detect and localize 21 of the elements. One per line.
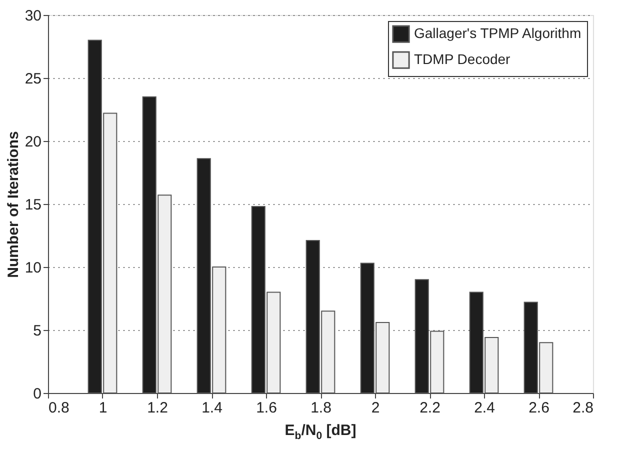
y-tick-label: 0 xyxy=(33,386,42,402)
y-axis-title: Number of Iterations xyxy=(4,131,22,278)
x-tick-label: 1 xyxy=(98,400,108,416)
y-tick-label: 20 xyxy=(24,134,42,150)
x-tick-label: 2.6 xyxy=(528,400,550,416)
x-tick-label: 1.8 xyxy=(310,400,332,416)
x-tick-label: 0.8 xyxy=(48,400,70,416)
y-tick-label: 5 xyxy=(33,322,42,340)
x-tick-label: 1.6 xyxy=(256,400,277,416)
legend-label: Gallager's TPMP Algorithm xyxy=(414,25,582,41)
y-tick-label: 25 xyxy=(24,70,42,88)
x-tick-label: 1.2 xyxy=(147,400,168,416)
y-tick-label: 10 xyxy=(24,260,42,276)
x-tick-label: 2 xyxy=(371,400,380,416)
x-tick-label: 2.2 xyxy=(420,400,440,416)
legend-label: TDMP Decoder xyxy=(414,51,511,67)
x-tick-label: 2.8 xyxy=(572,400,594,416)
y-tick-label: 30 xyxy=(24,8,42,24)
x-tick-label: 2.4 xyxy=(474,400,495,416)
y-tick-label: 15 xyxy=(24,196,42,214)
x-tick-label: 1.4 xyxy=(202,400,222,416)
